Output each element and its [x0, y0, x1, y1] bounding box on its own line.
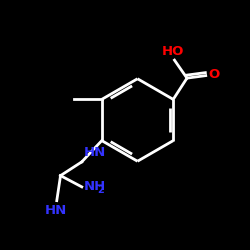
Text: 2: 2 [97, 185, 104, 195]
Text: HN: HN [44, 204, 67, 216]
Text: HN: HN [84, 146, 106, 159]
Text: O: O [209, 68, 220, 81]
Text: NH: NH [84, 180, 106, 194]
Text: HO: HO [162, 45, 184, 58]
